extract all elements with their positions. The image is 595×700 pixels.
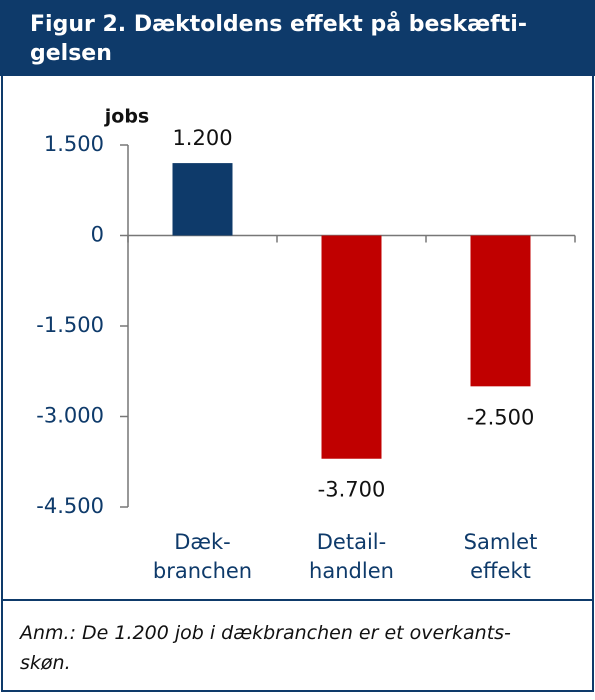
value-label: -3.700 — [318, 478, 386, 502]
value-label: -2.500 — [467, 405, 535, 429]
x-tick-label: Dæk- branchen — [152, 530, 253, 583]
y-tick-label: -1.500 — [36, 313, 104, 337]
chart-title: Figur 2. Dæktoldens effekt på beskæfti- … — [0, 0, 595, 76]
y-tick-label: 1.500 — [44, 132, 104, 156]
x-tick-label: Samlet effekt — [463, 530, 538, 583]
y-tick-label: -3.000 — [36, 404, 104, 428]
y-axis-label: jobs — [104, 106, 149, 128]
value-label: 1.200 — [172, 126, 232, 150]
bar — [321, 235, 382, 459]
y-tick-label: -4.500 — [36, 494, 104, 518]
y-tick-label: 0 — [91, 223, 104, 247]
bar — [172, 163, 233, 236]
bar — [470, 235, 531, 387]
note: Anm.: De 1.200 job i dækbranchen er et o… — [20, 622, 511, 674]
x-tick-label: Detail- handlen — [309, 530, 394, 583]
